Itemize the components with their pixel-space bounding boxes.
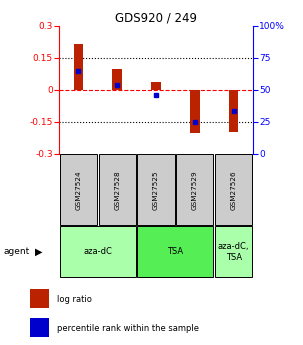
Bar: [112, 69, 122, 90]
Bar: [60, 154, 97, 225]
Text: ▶: ▶: [35, 247, 42, 257]
Bar: [190, 90, 200, 133]
Bar: [151, 82, 161, 90]
Text: aza-dC: aza-dC: [83, 247, 112, 256]
Bar: [229, 90, 238, 132]
Text: GSM27524: GSM27524: [75, 170, 82, 209]
Bar: [176, 154, 213, 225]
Bar: [138, 227, 213, 277]
Text: log ratio: log ratio: [57, 295, 92, 304]
Title: GDS920 / 249: GDS920 / 249: [115, 12, 197, 25]
Bar: [74, 44, 83, 90]
Bar: [215, 227, 252, 277]
Bar: [138, 154, 175, 225]
Bar: [30, 289, 49, 307]
Text: aza-dC,
TSA: aza-dC, TSA: [218, 242, 249, 262]
Bar: [215, 154, 252, 225]
Text: GSM27526: GSM27526: [231, 170, 237, 209]
Text: TSA: TSA: [167, 247, 184, 256]
Text: GSM27525: GSM27525: [153, 170, 159, 209]
Text: percentile rank within the sample: percentile rank within the sample: [57, 324, 199, 333]
Bar: [99, 154, 136, 225]
Bar: [30, 318, 49, 337]
Text: agent: agent: [3, 247, 29, 256]
Text: GSM27529: GSM27529: [192, 170, 198, 209]
Text: GSM27528: GSM27528: [114, 170, 120, 209]
Bar: [60, 227, 136, 277]
